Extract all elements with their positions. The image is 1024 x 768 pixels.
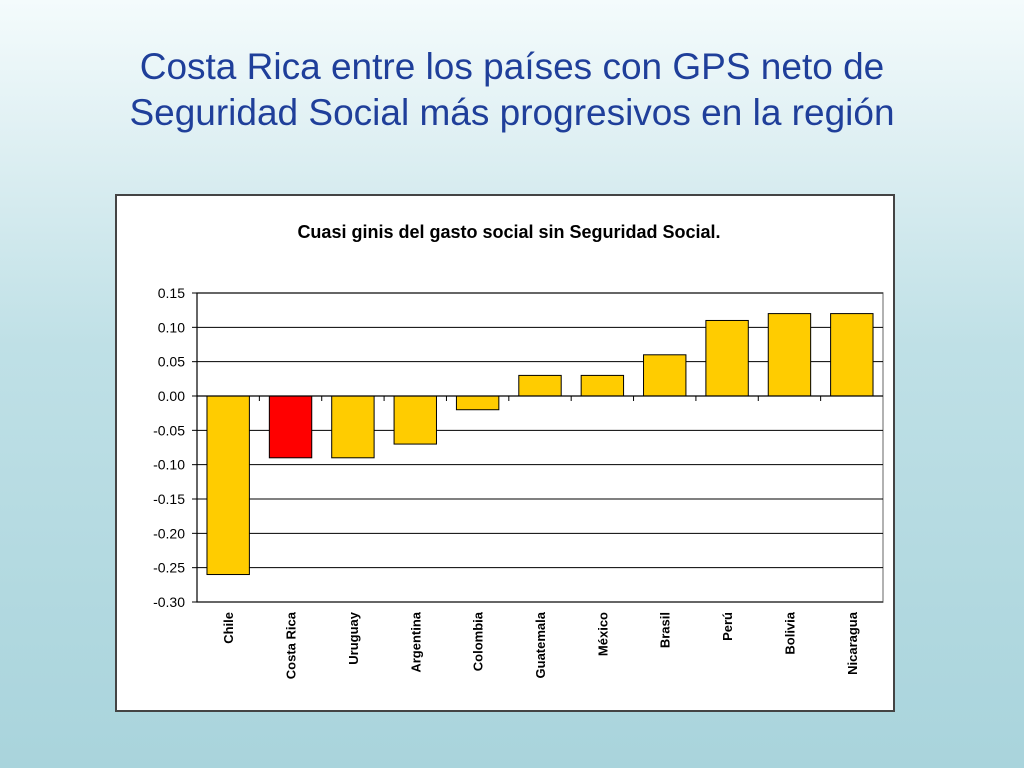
bar-perú [705,319,749,397]
bar-bolivia [767,313,812,397]
y-tick-label: -0.10 [153,457,185,473]
bar-brasil [643,354,687,397]
chart-container: Cuasi ginis del gasto social sin Segurid… [115,194,895,712]
y-tick-labels: 0.15 0.10 0.05 0.00 -0.05 -0.10 -0.15 -0.20 -0.2… [153,285,185,610]
x-tick-label: Chile [221,612,236,644]
bar-guatemala [518,374,562,397]
y-tick-label: 0.05 [158,354,185,370]
x-tick-label: Uruguay [346,611,361,665]
x-tick-label: Costa Rica [284,611,299,679]
y-tick-label: 0.15 [158,285,185,301]
x-tick-label: Nicaragua [845,611,860,675]
x-tick-label: Colombia [471,611,486,671]
x-tick-label: Perú [720,612,735,641]
y-tick-label: -0.30 [153,594,185,610]
bar-chart: Cuasi ginis del gasto social sin Segurid… [153,222,884,679]
chart-title: Cuasi ginis del gasto social sin Segurid… [297,222,720,242]
bar-uruguay [331,395,375,459]
x-tick-label: México [595,612,610,656]
x-tick-label: Brasil [658,612,673,648]
axes [192,292,883,603]
bar-costa-rica [268,395,313,459]
bar-nicaragua [830,313,874,397]
slide-title: Costa Rica entre los países con GPS neto… [0,44,1024,136]
bar-chile [206,395,250,576]
bar-colombia [455,395,500,411]
y-tick-label: -0.05 [153,422,185,438]
slide-title-line-2: Seguridad Social más progresivos en la r… [129,92,895,133]
y-tick-label: 0.10 [158,319,185,335]
x-tick-labels: Chile Costa Rica Uruguay Argentina Colombia G… [221,611,860,679]
bar-argentina [393,395,437,445]
y-tick-label: -0.25 [153,560,185,576]
x-tick-label: Guatemala [533,611,548,678]
y-tick-label: -0.20 [153,525,185,541]
bar-méxico [580,374,625,397]
y-tick-label: -0.15 [153,491,185,507]
bars [206,313,874,576]
x-tick-label: Bolivia [782,611,797,654]
y-tick-label: 0.00 [158,388,185,404]
slide-title-line-1: Costa Rica entre los países con GPS neto… [139,46,885,87]
x-tick-label: Argentina [408,611,423,672]
